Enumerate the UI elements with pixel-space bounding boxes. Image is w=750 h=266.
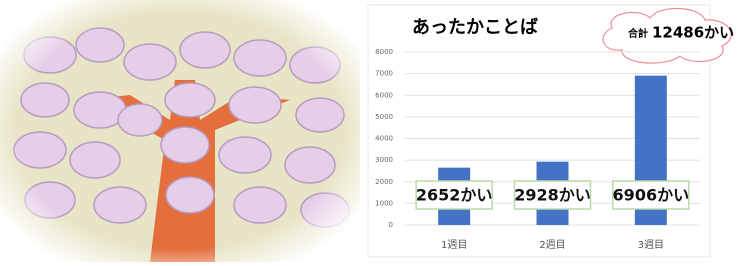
chart-title: あったかことば <box>412 17 538 38</box>
total-value: 12486かい <box>652 24 734 42</box>
x-tick-label: 1週目 <box>441 239 467 251</box>
y-tick-label: 1000 <box>375 199 393 207</box>
page: あったかことば 合計 12486かい 0 1000 2000 3000 4000 5000… <box>0 0 750 262</box>
total-callout: 合計 12486かい <box>603 8 734 63</box>
y-tick-label: 5000 <box>375 113 393 121</box>
total-label: 合計 <box>627 27 648 40</box>
photo <box>0 0 360 262</box>
y-tick-label: 4000 <box>375 135 393 143</box>
value-label: 2928かい <box>514 186 591 205</box>
y-tick-label: 7000 <box>375 70 393 78</box>
x-tick-label: 3週目 <box>638 239 664 251</box>
y-tick-label: 3000 <box>375 156 393 164</box>
x-tick-label: 2週目 <box>539 239 565 251</box>
y-tick-label: 8000 <box>375 48 393 56</box>
value-label: 2652かい <box>416 186 493 205</box>
value-label: 6906かい <box>613 186 690 205</box>
y-tick-label: 6000 <box>375 91 393 99</box>
y-tick-label: 2000 <box>375 178 393 186</box>
y-tick-label: 0 <box>389 221 393 229</box>
